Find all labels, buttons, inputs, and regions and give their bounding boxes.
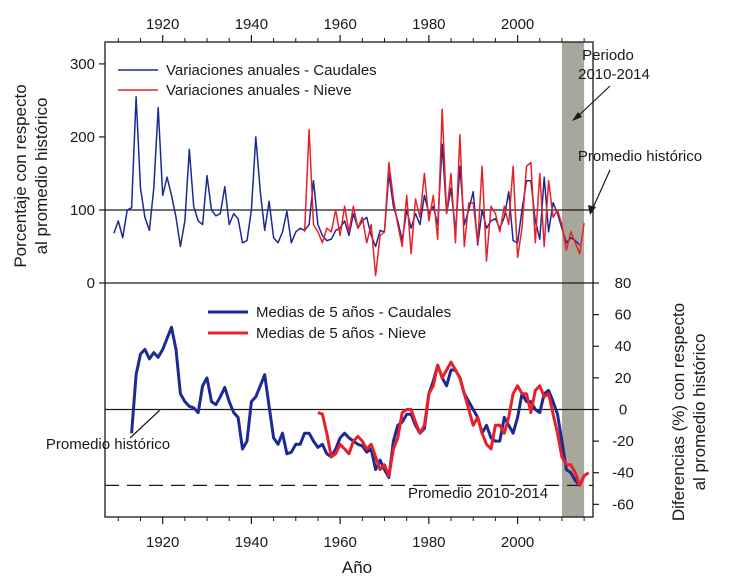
legend-top: Variaciones anuales - Caudales Variacion… [118, 62, 377, 99]
x-tick-label-top: 1960 [323, 16, 356, 33]
y-tick-label-bottom: 0 [619, 401, 627, 418]
x-tick-label-bottom: 1920 [146, 534, 179, 551]
y-tick-label-top: 300 [70, 56, 95, 73]
x-tick-label-bottom: 1960 [323, 534, 356, 551]
y-tick-label-bottom: -20 [612, 433, 634, 450]
arrow-promedio-top [591, 169, 611, 211]
x-tick-label-top: 1940 [235, 16, 268, 33]
shaded-period-band [561, 42, 585, 517]
x-tick-label-top: 1920 [146, 16, 179, 33]
x-tick-label-top: 2000 [501, 16, 534, 33]
legend-label-nieve-5yr: Medias de 5 años - Nieve [256, 325, 426, 342]
arrowhead-periodo [572, 112, 582, 121]
y-tick-label-bottom: 60 [615, 307, 632, 324]
y-axis-title-top-line1: Porcentaje con respecto [11, 84, 30, 267]
legend-label-caudales-5yr: Medias de 5 años - Caudales [256, 304, 451, 321]
y-tick-label-top: 200 [70, 129, 95, 146]
y-tick-label-top: 0 [87, 275, 95, 292]
plot-border [104, 41, 594, 518]
y-tick-label-bottom: 80 [615, 275, 632, 292]
annotation-periodo-years: 2010-2014 [578, 66, 650, 83]
legend-label-nieve-annual: Variaciones anuales - Nieve [166, 82, 352, 99]
legend-bottom: Medias de 5 años - Caudales Medias de 5 … [208, 304, 451, 342]
y-axis-title-bottom-line1: Diferencias (%) con respecto [669, 303, 688, 521]
series-line-nieve-annual [303, 108, 585, 277]
legend-label-caudales-annual: Variaciones anuales - Caudales [166, 62, 377, 79]
y-axis-title-top-line2: al promedio histórico [32, 98, 51, 255]
annotation-promedio-bottom: Promedio histórico [46, 436, 170, 453]
y-tick-label-bottom: -60 [612, 496, 634, 513]
series-line-caudales-5yr [130, 325, 581, 487]
y-tick-label-bottom: 40 [615, 338, 632, 355]
y-tick-label-bottom: 20 [615, 370, 632, 387]
x-axis-title: Año [342, 558, 372, 577]
series-line-nieve-5yr [317, 360, 590, 487]
annotation-promedio-2010: Promedio 2010-2014 [408, 485, 548, 502]
x-tick-label-top: 1980 [412, 16, 445, 33]
x-tick-label-bottom: 1980 [412, 534, 445, 551]
axes-frame [104, 41, 594, 518]
annotation-promedio-top: Promedio histórico [578, 148, 702, 165]
arrow-periodo [575, 85, 611, 119]
x-tick-label-bottom: 2000 [501, 534, 534, 551]
arrow-promedio-bottom [129, 409, 161, 439]
y-tick-label-top: 100 [70, 202, 95, 219]
x-tick-label-bottom: 1940 [235, 534, 268, 551]
axis-ticks: 1920192019401940196019601980198020002000… [70, 16, 634, 551]
arrowhead-promedio-top [588, 205, 596, 215]
y-tick-label-bottom: -40 [612, 465, 634, 482]
data-series [113, 96, 590, 487]
annotation-periodo: Periodo [582, 47, 634, 64]
y-axis-title-bottom-line2: al promedio histórico [690, 334, 709, 491]
